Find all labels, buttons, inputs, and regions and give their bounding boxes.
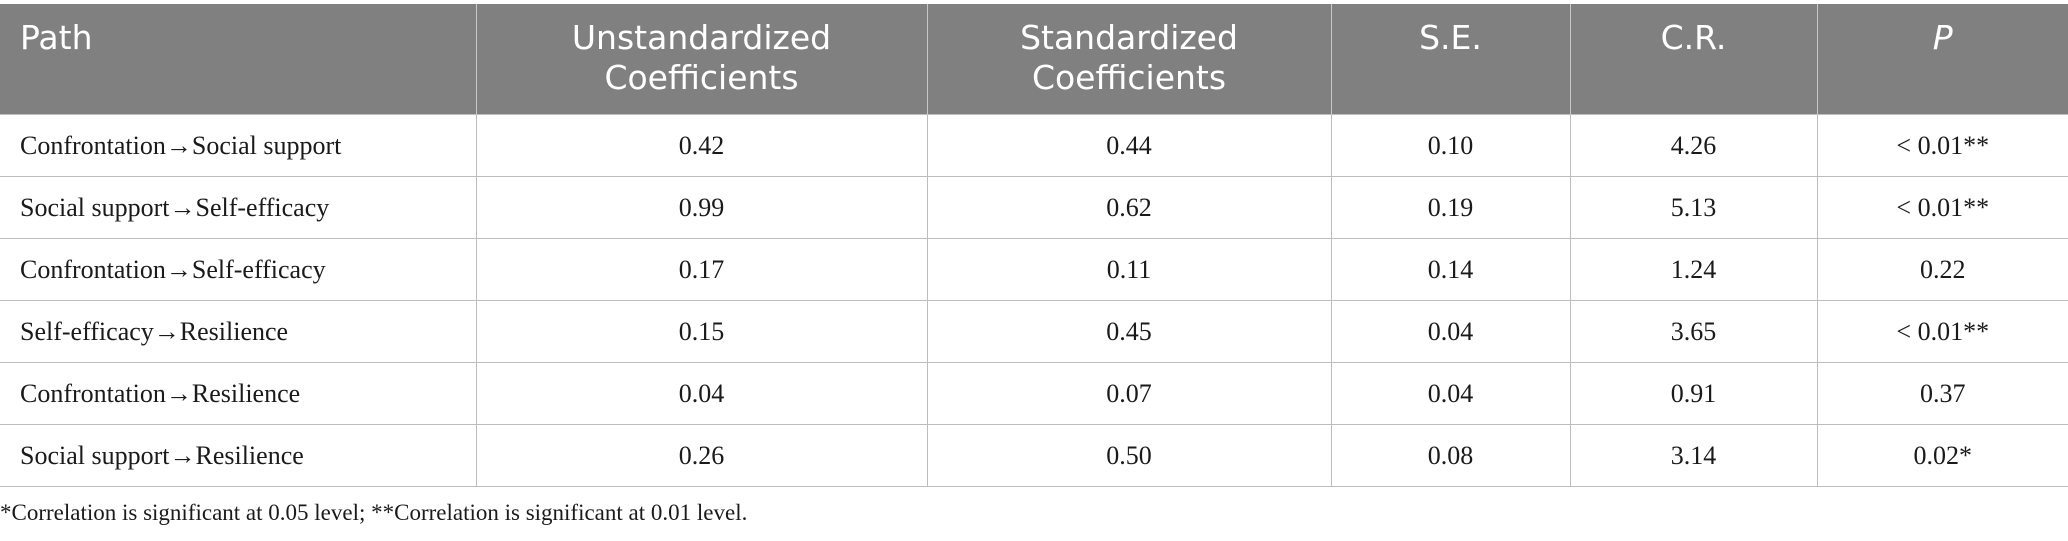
header-cr: C.R. (1569, 4, 1818, 115)
table-row: Confrontation→Self-efficacy 0.17 0.11 0.… (0, 238, 2068, 301)
cell-path: Self-efficacy→Resilience (0, 300, 477, 363)
cell-se: 0.19 (1330, 176, 1571, 239)
table-body: Confrontation→Social support 0.42 0.44 0… (0, 114, 2068, 487)
header-unstandardized-coefficients: Unstandardized Coefficients (475, 4, 928, 115)
cell-standardized: 0.62 (926, 176, 1332, 239)
cell-standardized: 0.11 (926, 238, 1332, 301)
cell-cr: 3.65 (1569, 300, 1818, 363)
table-header: Path Unstandardized Coefficients Standar… (0, 4, 2068, 115)
cell-unstandardized: 0.99 (475, 176, 928, 239)
cell-unstandardized: 0.17 (475, 238, 928, 301)
cell-standardized: 0.50 (926, 424, 1332, 487)
table-row: Self-efficacy→Resilience 0.15 0.45 0.04 … (0, 300, 2068, 363)
cell-se: 0.14 (1330, 238, 1571, 301)
cell-standardized: 0.45 (926, 300, 1332, 363)
table-footnote: *Correlation is significant at 0.05 leve… (0, 500, 748, 525)
cell-path: Confrontation→Social support (0, 114, 477, 177)
cell-path: Social support→Self-efficacy (0, 176, 477, 239)
table-row: Confrontation→Resilience 0.04 0.07 0.04 … (0, 362, 2068, 425)
cell-se: 0.10 (1330, 114, 1571, 177)
cell-cr: 5.13 (1569, 176, 1818, 239)
cell-unstandardized: 0.15 (475, 300, 928, 363)
cell-path: Confrontation→Self-efficacy (0, 238, 477, 301)
cell-path: Confrontation→Resilience (0, 362, 477, 425)
cell-p: < 0.01** (1816, 114, 2068, 177)
cell-p: 0.37 (1816, 362, 2068, 425)
table-row: Confrontation→Social support 0.42 0.44 0… (0, 114, 2068, 177)
cell-cr: 0.91 (1569, 362, 1818, 425)
cell-cr: 3.14 (1569, 424, 1818, 487)
path-coefficients-table: Path Unstandardized Coefficients Standar… (0, 4, 2068, 487)
header-path: Path (0, 4, 477, 115)
table-row: Social support→Resilience 0.26 0.50 0.08… (0, 424, 2068, 487)
cell-se: 0.04 (1330, 300, 1571, 363)
cell-cr: 1.24 (1569, 238, 1818, 301)
cell-unstandardized: 0.04 (475, 362, 928, 425)
header-p: P (1816, 4, 2068, 115)
cell-cr: 4.26 (1569, 114, 1818, 177)
header-standardized-coefficients: Standardized Coefficients (926, 4, 1332, 115)
cell-se: 0.04 (1330, 362, 1571, 425)
cell-unstandardized: 0.42 (475, 114, 928, 177)
cell-unstandardized: 0.26 (475, 424, 928, 487)
cell-p: < 0.01** (1816, 176, 2068, 239)
cell-p: 0.22 (1816, 238, 2068, 301)
cell-standardized: 0.44 (926, 114, 1332, 177)
path-coefficients-table-container: Path Unstandardized Coefficients Standar… (0, 4, 2068, 487)
cell-path: Social support→Resilience (0, 424, 477, 487)
cell-se: 0.08 (1330, 424, 1571, 487)
header-row: Path Unstandardized Coefficients Standar… (0, 4, 2068, 115)
cell-standardized: 0.07 (926, 362, 1332, 425)
cell-p: < 0.01** (1816, 300, 2068, 363)
header-se: S.E. (1330, 4, 1571, 115)
table-row: Social support→Self-efficacy 0.99 0.62 0… (0, 176, 2068, 239)
cell-p: 0.02* (1816, 424, 2068, 487)
